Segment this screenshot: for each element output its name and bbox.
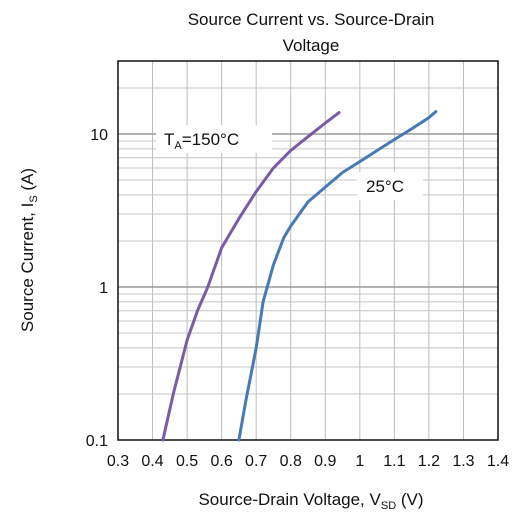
x-tick-label: 1.4 (487, 453, 509, 470)
x-tick-label: 0.7 (245, 453, 267, 470)
x-tick-label: 0.3 (107, 453, 129, 470)
y-tick-label: 0.1 (86, 433, 108, 450)
x-axis-label: Source-Drain Voltage, VSD (V) (198, 490, 423, 512)
series-label-150c-rest: =150°C (182, 130, 239, 149)
x-tick-label: 1.1 (383, 453, 405, 470)
series-line-25c (237, 110, 438, 442)
x-axis-label-main: Source-Drain Voltage, V (198, 490, 381, 509)
series-label-150c-sub: A (174, 140, 182, 152)
chart-title-line-1: Source Current vs. Source-Drain (188, 10, 435, 29)
chart-title-line-2: Voltage (283, 36, 340, 55)
y-tick-label: 10 (90, 127, 108, 144)
x-tick-label: 0.8 (280, 453, 302, 470)
x-axis-label-unit: (V) (396, 490, 423, 509)
y-axis-label-unit: (A) (18, 168, 37, 195)
series-label-150c: TA=150°C (164, 130, 239, 152)
x-tick-label: 1.3 (452, 453, 474, 470)
x-tick-label: 1 (355, 453, 364, 470)
x-tick-label: 0.9 (314, 453, 336, 470)
y-tick-labels: 0.1 1 10 (86, 127, 108, 450)
series-label-bg-25c (357, 172, 423, 200)
x-tick-labels: 0.3 0.4 0.5 0.6 0.7 0.8 0.9 1 1.1 1.2 1.3 1.4 (107, 453, 509, 470)
x-tick-label: 0.6 (211, 453, 233, 470)
y-axis-label-main: Source Current, I (18, 203, 37, 332)
y-tick-label: 1 (99, 280, 108, 297)
series-label-bg-150c (156, 125, 272, 153)
y-axis-label: Source Current, IS (A) (18, 168, 40, 332)
x-tick-label: 1.2 (418, 453, 440, 470)
x-axis-label-sub: SD (381, 500, 396, 512)
x-tick-label: 0.4 (141, 453, 163, 470)
series-label-150c-main: T (164, 130, 174, 149)
x-tick-label: 0.5 (176, 453, 198, 470)
series-label-25c: 25°C (366, 177, 404, 196)
series-layer (161, 110, 438, 442)
y-axis-label-sub: S (28, 195, 40, 202)
series-line-150c (161, 111, 341, 442)
plot-frame (117, 60, 499, 441)
